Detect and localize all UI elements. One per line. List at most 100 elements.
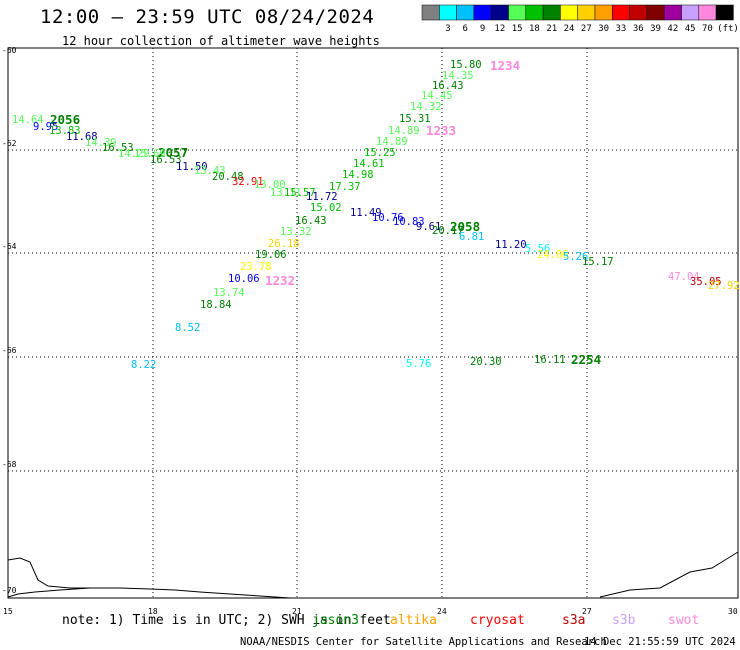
legend-label: 18 — [529, 24, 540, 34]
page-title: 12:00 – 23:59 UTC 08/24/2024 — [40, 6, 375, 28]
wave-height-reading: 32.91 — [232, 176, 264, 188]
satellite-legend-item: s3a — [562, 613, 586, 628]
wave-height-reading: 14.35 — [442, 70, 474, 82]
wave-height-reading: 15.31 — [399, 113, 431, 125]
wave-height-reading: 14.39 — [85, 137, 117, 149]
wave-height-reading: 5.76 — [406, 358, 431, 370]
wave-height-reading: 35.05 — [690, 276, 722, 288]
footer-credit: NOAA/NESDIS Center for Satellite Applica… — [240, 636, 607, 648]
legend-swatch — [490, 4, 509, 21]
wave-height-reading: 13.32 — [280, 226, 312, 238]
legend-swatch — [698, 4, 717, 21]
wave-height-reading: 27.92 — [708, 280, 740, 292]
legend-swatch — [681, 4, 700, 21]
wave-height-reading: 15.57 — [284, 187, 316, 199]
wave-height-reading: 15.80 — [450, 59, 482, 71]
wave-height-reading: 16.43 — [295, 215, 327, 227]
footer-timestamp: 14 Dec 21:55:59 UTC 2024 — [584, 636, 736, 648]
lon-tick-label: 15 — [3, 607, 13, 616]
legend-swatch — [646, 4, 665, 21]
legend-swatch — [421, 4, 440, 21]
wave-height-reading: 10.83 — [393, 216, 425, 228]
wave-height-reading: 10.06 — [228, 273, 260, 285]
wave-height-reading: 10.76 — [372, 212, 404, 224]
wave-height-reading: 8.52 — [175, 322, 200, 334]
wave-height-reading: 14.64 — [12, 114, 44, 126]
wave-height-reading: 14.61 — [353, 158, 385, 170]
legend-label: 39 — [650, 24, 661, 34]
legend-swatch — [439, 4, 457, 21]
wave-height-reading: 13.43 — [194, 165, 226, 177]
legend-label: 24 — [564, 24, 575, 34]
wave-height-reading: 15.17 — [582, 256, 614, 268]
legend-swatch — [715, 4, 734, 21]
legend-unit: (ft) — [717, 24, 739, 34]
wave-height-reading: 11.49 — [350, 207, 382, 219]
wave-height-reading: 16.11 — [534, 354, 566, 366]
lat-tick-label: -64 — [2, 242, 17, 251]
wave-height-reading: 19.06 — [255, 249, 287, 261]
wave-height-reading: 8.22 — [131, 359, 156, 371]
page-subtitle: 12 hour collection of altimeter wave hei… — [62, 34, 380, 48]
wave-height-reading: 9.95 — [33, 121, 58, 133]
wave-height-reading: 11.20 — [495, 239, 527, 251]
wave-height-reading: 6.81 — [459, 231, 484, 243]
legend-swatch — [612, 4, 630, 21]
legend-label: 12 — [494, 24, 505, 34]
legend-swatch — [663, 4, 682, 21]
satellite-legend-item: s3b — [612, 613, 636, 628]
legend-swatch — [560, 4, 578, 21]
wave-height-reading: 24.06 — [537, 249, 569, 261]
lat-tick-label: -70 — [2, 586, 17, 595]
wave-height-reading: 14.89 — [376, 136, 408, 148]
legend-swatch — [542, 4, 561, 21]
wave-height-reading: 15.02 — [310, 202, 342, 214]
lat-tick-label: -66 — [2, 346, 17, 355]
satellite-legend-item: cryosat — [470, 613, 525, 628]
lon-tick-label: 30 — [728, 607, 738, 616]
map-frame — [7, 47, 739, 599]
legend-label: 42 — [667, 24, 678, 34]
orbit-track-label: 2056 — [50, 112, 80, 127]
wave-height-reading: 5.26 — [563, 251, 588, 263]
wave-height-reading: 14.32 — [410, 101, 442, 113]
wave-height-reading: 16.53 — [150, 154, 182, 166]
wave-height-reading: 11.68 — [66, 131, 98, 143]
wave-height-reading: 15.25 — [364, 147, 396, 159]
orbit-track-label: 2254 — [571, 352, 601, 367]
orbit-track-label: 2057 — [158, 145, 188, 160]
orbit-track-label: 1233 — [426, 123, 456, 138]
wave-height-reading: 9.61 — [416, 221, 441, 233]
lat-tick-label: -68 — [2, 460, 17, 469]
legend-label: 70 — [702, 24, 713, 34]
wave-height-reading: 5.56 — [525, 243, 550, 255]
antarctic-coastline — [7, 551, 739, 599]
orbit-track-label: 1234 — [490, 58, 520, 73]
wave-height-reading: 20.48 — [212, 171, 244, 183]
legend-label: 15 — [512, 24, 523, 34]
wave-height-reading: 20.30 — [470, 356, 502, 368]
wave-height-reading: 14.98 — [342, 169, 374, 181]
lon-tick-label: 24 — [437, 607, 447, 616]
satellite-legend-item: swot — [668, 613, 700, 628]
legend-label: 21 — [546, 24, 557, 34]
lon-tick-label: 18 — [148, 607, 158, 616]
legend-swatch — [525, 4, 544, 21]
lon-tick-label: 27 — [582, 607, 592, 616]
legend-swatch — [473, 4, 492, 21]
satellite-legend-item: jason3 — [312, 613, 359, 628]
legend-label: 9 — [480, 24, 485, 34]
wave-height-reading: 23.78 — [240, 261, 272, 273]
legend-swatch — [629, 4, 648, 21]
legend-label: 3 — [445, 24, 450, 34]
wave-height-reading: 13.83 — [49, 125, 81, 137]
wave-height-reading: 16.53 — [102, 142, 134, 154]
orbit-track-label: 1232 — [265, 273, 295, 288]
wave-height-reading: 14.89 — [388, 125, 420, 137]
wave-height-reading: 15.69 — [134, 148, 166, 160]
wave-height-reading: 13.00 — [254, 179, 286, 191]
lon-tick-label: 21 — [292, 607, 302, 616]
wave-height-reading: 17.37 — [329, 181, 361, 193]
wave-height-reading: 14.45 — [421, 90, 453, 102]
